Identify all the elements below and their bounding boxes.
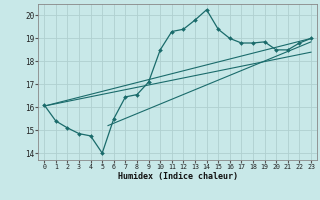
X-axis label: Humidex (Indice chaleur): Humidex (Indice chaleur) — [118, 172, 238, 181]
